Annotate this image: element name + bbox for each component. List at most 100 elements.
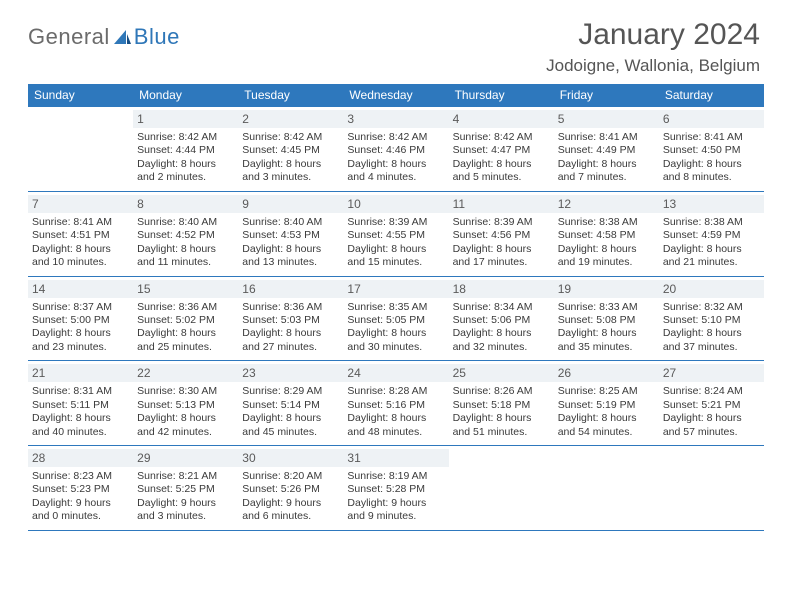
info-daylight1: Daylight: 8 hours — [558, 243, 655, 256]
info-daylight2: and 40 minutes. — [32, 426, 129, 439]
info-daylight1: Daylight: 8 hours — [137, 243, 234, 256]
logo-word-2: Blue — [134, 24, 180, 50]
info-sunset: Sunset: 4:56 PM — [453, 229, 550, 242]
info-sunset: Sunset: 5:13 PM — [137, 399, 234, 412]
day-number: 26 — [554, 364, 659, 382]
info-daylight1: Daylight: 8 hours — [242, 158, 339, 171]
day-number: 24 — [343, 364, 448, 382]
info-daylight2: and 42 minutes. — [137, 426, 234, 439]
day-info: Sunrise: 8:38 AMSunset: 4:58 PMDaylight:… — [558, 216, 655, 270]
day-info: Sunrise: 8:36 AMSunset: 5:03 PMDaylight:… — [242, 301, 339, 355]
info-daylight2: and 9 minutes. — [347, 510, 444, 523]
info-sunrise: Sunrise: 8:19 AM — [347, 470, 444, 483]
info-daylight1: Daylight: 9 hours — [242, 497, 339, 510]
info-sunset: Sunset: 4:50 PM — [663, 144, 760, 157]
info-daylight2: and 35 minutes. — [558, 341, 655, 354]
day-info: Sunrise: 8:25 AMSunset: 5:19 PMDaylight:… — [558, 385, 655, 439]
week-row: 7Sunrise: 8:41 AMSunset: 4:51 PMDaylight… — [28, 192, 764, 277]
day-cell — [659, 446, 764, 530]
dayname-wed: Wednesday — [343, 84, 448, 107]
info-sunset: Sunset: 5:14 PM — [242, 399, 339, 412]
info-daylight2: and 2 minutes. — [137, 171, 234, 184]
day-cell: 22 Sunrise: 8:30 AMSunset: 5:13 PMDayligh… — [133, 361, 238, 445]
info-daylight1: Daylight: 8 hours — [347, 158, 444, 171]
info-sunrise: Sunrise: 8:36 AM — [137, 301, 234, 314]
info-daylight1: Daylight: 8 hours — [453, 243, 550, 256]
day-info: Sunrise: 8:37 AMSunset: 5:00 PMDaylight:… — [32, 301, 129, 355]
day-number: 22 — [133, 364, 238, 382]
info-sunrise: Sunrise: 8:23 AM — [32, 470, 129, 483]
day-number: 13 — [659, 195, 764, 213]
info-daylight2: and 3 minutes. — [137, 510, 234, 523]
info-daylight1: Daylight: 9 hours — [137, 497, 234, 510]
location-text: Jodoigne, Wallonia, Belgium — [546, 56, 764, 76]
day-info: Sunrise: 8:34 AMSunset: 5:06 PMDaylight:… — [453, 301, 550, 355]
info-daylight1: Daylight: 8 hours — [137, 412, 234, 425]
info-sunset: Sunset: 4:55 PM — [347, 229, 444, 242]
dayname-thu: Thursday — [449, 84, 554, 107]
week-row: 28Sunrise: 8:23 AMSunset: 5:23 PMDayligh… — [28, 446, 764, 531]
info-sunrise: Sunrise: 8:38 AM — [558, 216, 655, 229]
info-sunrise: Sunrise: 8:41 AM — [558, 131, 655, 144]
day-info: Sunrise: 8:26 AMSunset: 5:18 PMDaylight:… — [453, 385, 550, 439]
day-number: 28 — [28, 449, 133, 467]
calendar-grid: Sunday Monday Tuesday Wednesday Thursday… — [28, 84, 764, 531]
day-number: 5 — [554, 110, 659, 128]
info-daylight2: and 7 minutes. — [558, 171, 655, 184]
day-info: Sunrise: 8:41 AMSunset: 4:50 PMDaylight:… — [663, 131, 760, 185]
info-sunset: Sunset: 5:21 PM — [663, 399, 760, 412]
info-sunrise: Sunrise: 8:28 AM — [347, 385, 444, 398]
info-sunset: Sunset: 4:59 PM — [663, 229, 760, 242]
info-daylight2: and 45 minutes. — [242, 426, 339, 439]
day-number: 19 — [554, 280, 659, 298]
info-daylight1: Daylight: 8 hours — [558, 412, 655, 425]
info-sunset: Sunset: 5:28 PM — [347, 483, 444, 496]
day-number: 23 — [238, 364, 343, 382]
calendar-page: General Blue January 2024 Jodoigne, Wall… — [0, 0, 792, 531]
info-sunrise: Sunrise: 8:42 AM — [137, 131, 234, 144]
info-daylight2: and 4 minutes. — [347, 171, 444, 184]
week-row: 14Sunrise: 8:37 AMSunset: 5:00 PMDayligh… — [28, 277, 764, 362]
info-sunrise: Sunrise: 8:37 AM — [32, 301, 129, 314]
week-row: 1 Sunrise: 8:42 AMSunset: 4:44 PMDaylight… — [28, 107, 764, 192]
day-cell: 23Sunrise: 8:29 AMSunset: 5:14 PMDayligh… — [238, 361, 343, 445]
day-cell: 6Sunrise: 8:41 AMSunset: 4:50 PMDaylight… — [659, 107, 764, 191]
info-daylight1: Daylight: 8 hours — [32, 243, 129, 256]
info-sunset: Sunset: 5:19 PM — [558, 399, 655, 412]
info-daylight2: and 25 minutes. — [137, 341, 234, 354]
info-daylight2: and 8 minutes. — [663, 171, 760, 184]
info-daylight2: and 32 minutes. — [453, 341, 550, 354]
day-number: 10 — [343, 195, 448, 213]
info-sunset: Sunset: 4:52 PM — [137, 229, 234, 242]
day-cell — [28, 107, 133, 191]
info-sunset: Sunset: 5:05 PM — [347, 314, 444, 327]
header-row: General Blue January 2024 Jodoigne, Wall… — [28, 18, 764, 76]
day-info: Sunrise: 8:41 AMSunset: 4:49 PMDaylight:… — [558, 131, 655, 185]
day-number: 16 — [238, 280, 343, 298]
info-daylight1: Daylight: 8 hours — [242, 243, 339, 256]
day-number — [28, 110, 133, 128]
info-sunrise: Sunrise: 8:42 AM — [347, 131, 444, 144]
day-info: Sunrise: 8:30 AMSunset: 5:13 PMDaylight:… — [137, 385, 234, 439]
day-info: Sunrise: 8:42 AMSunset: 4:45 PMDaylight:… — [242, 131, 339, 185]
day-info: Sunrise: 8:42 AMSunset: 4:44 PMDaylight:… — [137, 131, 234, 185]
day-number: 27 — [659, 364, 764, 382]
day-number — [659, 449, 764, 467]
day-cell: 31Sunrise: 8:19 AMSunset: 5:28 PMDayligh… — [343, 446, 448, 530]
day-cell: 10Sunrise: 8:39 AMSunset: 4:55 PMDayligh… — [343, 192, 448, 276]
day-number: 1 — [133, 110, 238, 128]
info-daylight2: and 13 minutes. — [242, 256, 339, 269]
day-info: Sunrise: 8:41 AMSunset: 4:51 PMDaylight:… — [32, 216, 129, 270]
info-sunset: Sunset: 4:51 PM — [32, 229, 129, 242]
day-info: Sunrise: 8:38 AMSunset: 4:59 PMDaylight:… — [663, 216, 760, 270]
logo-sail-icon — [112, 28, 132, 46]
day-cell: 20Sunrise: 8:32 AMSunset: 5:10 PMDayligh… — [659, 277, 764, 361]
day-info: Sunrise: 8:40 AMSunset: 4:53 PMDaylight:… — [242, 216, 339, 270]
logo-word-1: General — [28, 24, 110, 50]
info-sunrise: Sunrise: 8:42 AM — [453, 131, 550, 144]
info-daylight2: and 15 minutes. — [347, 256, 444, 269]
info-sunrise: Sunrise: 8:35 AM — [347, 301, 444, 314]
day-number: 15 — [133, 280, 238, 298]
day-info: Sunrise: 8:35 AMSunset: 5:05 PMDaylight:… — [347, 301, 444, 355]
day-number: 12 — [554, 195, 659, 213]
